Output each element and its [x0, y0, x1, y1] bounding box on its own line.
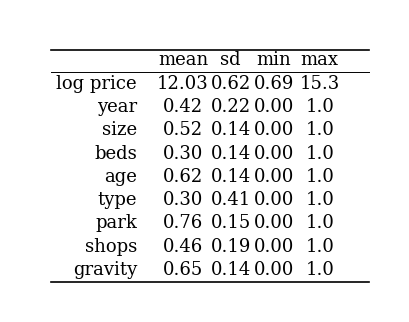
- Text: 1.0: 1.0: [305, 261, 333, 279]
- Text: max: max: [300, 51, 338, 69]
- Text: 0.15: 0.15: [210, 214, 250, 232]
- Text: 1.0: 1.0: [305, 214, 333, 232]
- Text: 1.0: 1.0: [305, 98, 333, 116]
- Text: year: year: [97, 98, 137, 116]
- Text: 0.30: 0.30: [162, 191, 203, 209]
- Text: 1.0: 1.0: [305, 168, 333, 186]
- Text: type: type: [97, 191, 137, 209]
- Text: min: min: [256, 51, 290, 69]
- Text: 0.62: 0.62: [163, 168, 203, 186]
- Text: size: size: [102, 121, 137, 139]
- Text: log price: log price: [56, 75, 137, 93]
- Text: 0.76: 0.76: [163, 214, 203, 232]
- Text: 0.14: 0.14: [210, 145, 250, 163]
- Text: gravity: gravity: [73, 261, 137, 279]
- Text: 0.00: 0.00: [253, 191, 293, 209]
- Text: 0.00: 0.00: [253, 98, 293, 116]
- Text: 0.30: 0.30: [162, 145, 203, 163]
- Text: 0.65: 0.65: [163, 261, 203, 279]
- Text: 0.41: 0.41: [210, 191, 250, 209]
- Text: 0.00: 0.00: [253, 121, 293, 139]
- Text: 1.0: 1.0: [305, 191, 333, 209]
- Text: 0.00: 0.00: [253, 145, 293, 163]
- Text: 0.00: 0.00: [253, 214, 293, 232]
- Text: 0.00: 0.00: [253, 168, 293, 186]
- Text: park: park: [95, 214, 137, 232]
- Text: 0.00: 0.00: [253, 261, 293, 279]
- Text: age: age: [104, 168, 137, 186]
- Text: beds: beds: [94, 145, 137, 163]
- Text: sd: sd: [220, 51, 240, 69]
- Text: 0.52: 0.52: [163, 121, 203, 139]
- Text: 0.14: 0.14: [210, 121, 250, 139]
- Text: 0.00: 0.00: [253, 238, 293, 256]
- Text: 0.22: 0.22: [210, 98, 250, 116]
- Text: 0.14: 0.14: [210, 261, 250, 279]
- Text: shops: shops: [85, 238, 137, 256]
- Text: 1.0: 1.0: [305, 238, 333, 256]
- Text: 0.69: 0.69: [253, 75, 293, 93]
- Text: 0.62: 0.62: [210, 75, 250, 93]
- Text: 0.46: 0.46: [163, 238, 203, 256]
- Text: 1.0: 1.0: [305, 145, 333, 163]
- Text: 0.42: 0.42: [163, 98, 203, 116]
- Text: 1.0: 1.0: [305, 121, 333, 139]
- Text: mean: mean: [157, 51, 208, 69]
- Text: 0.14: 0.14: [210, 168, 250, 186]
- Text: 15.3: 15.3: [299, 75, 339, 93]
- Text: 12.03: 12.03: [157, 75, 209, 93]
- Text: 0.19: 0.19: [210, 238, 250, 256]
